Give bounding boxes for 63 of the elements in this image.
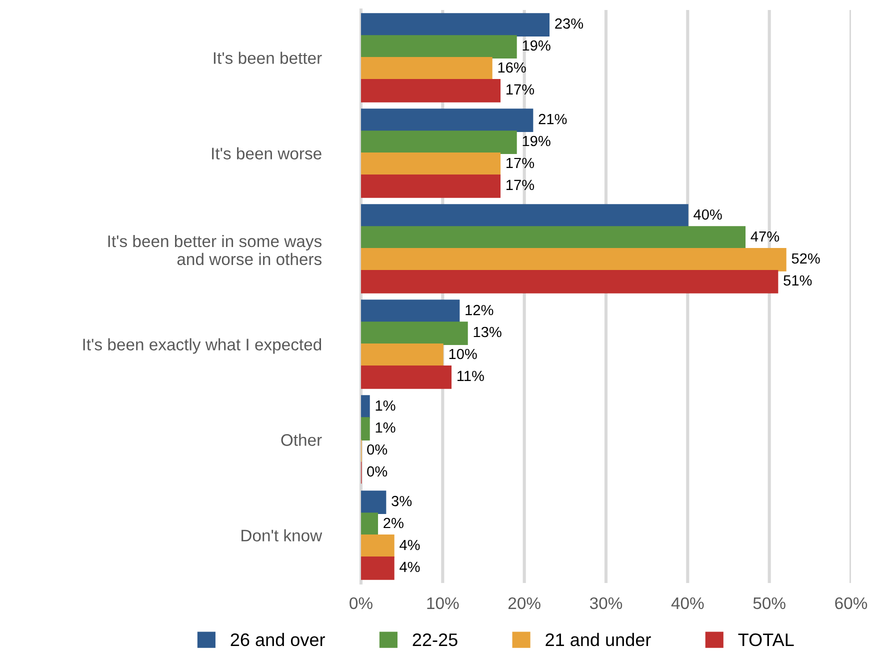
bar — [361, 534, 394, 558]
data-label: 0% — [367, 444, 388, 455]
data-label: 0% — [367, 466, 388, 477]
bar — [361, 13, 550, 36]
data-label: 10% — [449, 348, 477, 360]
bar — [361, 344, 444, 367]
x-tick-label: 0% — [350, 597, 372, 610]
bar — [361, 130, 517, 154]
y-tick-label: Don't know — [242, 529, 322, 542]
data-label: 47% — [750, 231, 780, 242]
data-label: 17% — [506, 180, 534, 190]
data-label: 51% — [784, 275, 812, 286]
bar — [361, 57, 492, 80]
data-label: 12% — [466, 304, 494, 316]
bar — [361, 204, 688, 228]
x-tick-label: 10% — [427, 597, 459, 610]
data-label: 4% — [400, 562, 420, 572]
y-tick-label: It's been better — [214, 52, 322, 64]
data-label: 17% — [506, 158, 534, 168]
bar — [361, 366, 452, 389]
bar — [361, 174, 501, 198]
bar — [361, 79, 501, 102]
legend-label: 21 and under — [546, 632, 651, 646]
bar — [361, 300, 460, 323]
data-label: 1% — [376, 400, 396, 411]
data-label: 13% — [474, 326, 502, 338]
bar — [361, 248, 786, 272]
x-tick-label: 60% — [835, 597, 868, 610]
bar — [361, 417, 370, 440]
x-tick-label: 20% — [508, 597, 540, 610]
data-label: 16% — [498, 62, 526, 73]
data-label: 11% — [458, 370, 484, 382]
bar — [361, 395, 370, 418]
data-label: 21% — [538, 114, 567, 124]
legend-label: TOTAL — [738, 633, 794, 646]
x-tick-label: 30% — [590, 597, 622, 610]
data-label: 2% — [384, 518, 404, 528]
y-tick-label: It's been worse — [212, 147, 322, 160]
y-tick-label: It's been better in some ways and worse in others — [108, 234, 322, 266]
x-tick-label: 50% — [753, 597, 786, 610]
data-label: 52% — [792, 253, 820, 264]
data-label: 19% — [522, 40, 550, 51]
bar — [361, 556, 394, 580]
legend-label: 22-25 — [412, 633, 458, 646]
bar — [361, 226, 746, 250]
x-tick-label: 40% — [671, 597, 704, 610]
y-tick-label: Other — [281, 434, 322, 446]
bar — [361, 152, 501, 176]
bar — [361, 108, 534, 132]
data-label: 23% — [555, 18, 584, 29]
data-label: 40% — [694, 209, 722, 220]
data-label: 3% — [392, 496, 412, 506]
data-label: 1% — [376, 422, 396, 433]
bar — [361, 270, 778, 294]
bar — [361, 490, 386, 514]
bar — [361, 512, 378, 536]
legend-label: 26 and over — [230, 632, 325, 646]
data-label: 19% — [522, 136, 550, 146]
data-label: 4% — [400, 540, 420, 550]
bar — [361, 322, 468, 345]
bar — [361, 35, 517, 58]
data-label: 17% — [506, 84, 534, 95]
y-tick-label: It's been exactly what I expected — [83, 338, 322, 354]
